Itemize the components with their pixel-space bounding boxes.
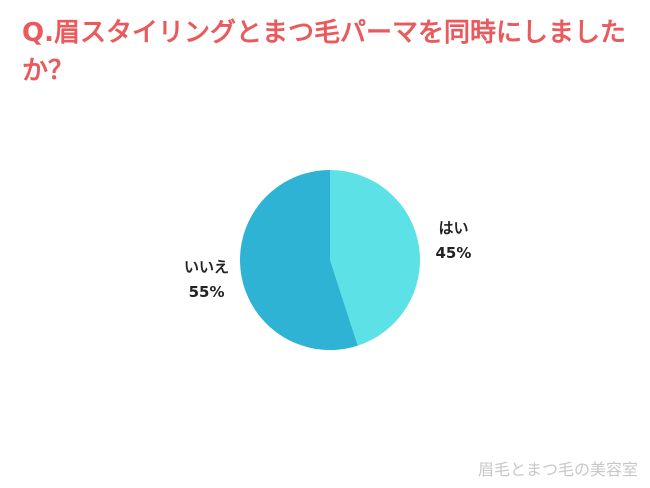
chart-title: Q.眉スタイリングとまつ毛パーマを同時にしましたか？	[22, 18, 626, 86]
pie-slice	[240, 170, 358, 351]
slice-label: いいえ	[184, 258, 229, 276]
pie-slice	[330, 170, 421, 346]
slice-label: はい	[438, 219, 468, 237]
value-label: 55%	[189, 283, 225, 301]
value-label: 45%	[436, 244, 472, 262]
watermark: 眉毛とまつ毛の美容室	[477, 460, 638, 479]
